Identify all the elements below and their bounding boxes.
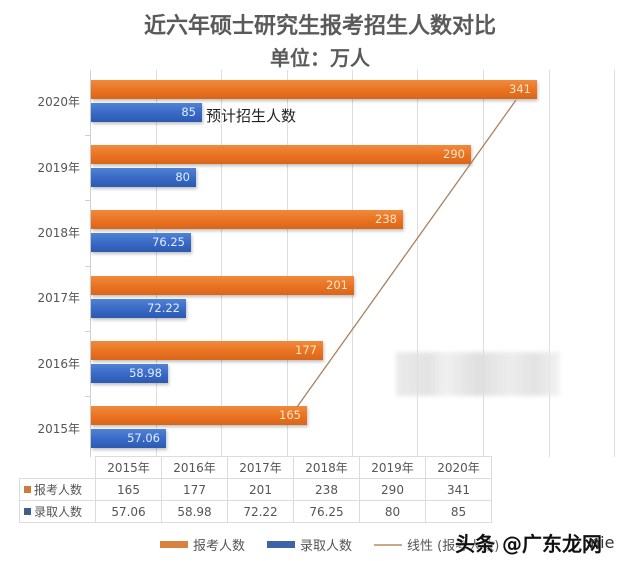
table-header: 2015年 [95, 456, 162, 479]
y-label: 2016年 [37, 357, 80, 371]
axis-tick [85, 396, 90, 397]
annotation-label: 预计招生人数 [206, 107, 297, 125]
axis-tick [85, 135, 90, 136]
bar-admit-2018: 76.25 [91, 233, 191, 252]
table-cell: 58.98 [161, 500, 228, 523]
axis-tick [85, 266, 90, 267]
gridline [156, 70, 157, 457]
gridline [483, 70, 484, 457]
gridline [417, 70, 418, 457]
bar-apply-2018: 238 [91, 210, 403, 229]
bar-apply-2020: 341 [91, 80, 537, 99]
table-header: 2020年 [425, 456, 492, 479]
table-cell: 165 [95, 478, 162, 501]
table-cell: 177 [161, 478, 228, 501]
table-cell: 201 [227, 478, 294, 501]
chart-legend: 报考人数 录取人数 线性 (报考人数) [160, 535, 521, 554]
table-header: 2016年 [161, 456, 228, 479]
row-label: 报考人数 [34, 483, 83, 497]
axis-tick [85, 331, 90, 332]
table-header: 2019年 [359, 456, 426, 479]
table-header: 2017年 [227, 456, 294, 479]
legend-item-trend: 线性 (报考人数) [374, 535, 499, 554]
table-cell: 85 [425, 500, 492, 523]
chart-title: 近六年硕士研究生报考招生人数对比 [143, 14, 496, 39]
table-cell: 238 [293, 478, 360, 501]
row-header: 录取人数 [19, 500, 96, 523]
bar-value: 85 [181, 105, 196, 119]
table-row: 报考人数 165 177 201 238 290 341 [19, 478, 492, 501]
blurred-region [396, 352, 560, 396]
table-cell: 76.25 [293, 500, 360, 523]
table-row: 录取人数 57.06 58.98 72.22 76.25 80 85 [19, 500, 492, 523]
bar-admit-2017: 72.22 [91, 299, 186, 318]
bar-apply-2016: 177 [91, 341, 323, 360]
y-axis [90, 70, 91, 457]
legend-key-orange [160, 541, 188, 548]
legend-swatch-orange [24, 486, 31, 493]
bar-admit-2020: 85 [91, 103, 202, 122]
gridline [614, 70, 615, 457]
y-label: 2015年 [37, 422, 80, 436]
table-cell: 290 [359, 478, 426, 501]
legend-label: 报考人数 [193, 539, 246, 554]
legend-item-admit: 录取人数 [267, 535, 352, 554]
table-cell: 57.06 [95, 500, 162, 523]
legend-key-blue [267, 541, 296, 548]
table-header: 2018年 [293, 456, 360, 479]
bar-value: 165 [279, 408, 301, 422]
bar-value: 58.98 [129, 366, 162, 380]
y-label: 2017年 [37, 291, 80, 305]
row-label: 录取人数 [34, 505, 83, 519]
watermark-tail: nie [590, 533, 615, 552]
bar-apply-2019: 290 [91, 145, 471, 164]
bar-admit-2019: 80 [91, 168, 196, 187]
bar-value: 57.06 [127, 431, 160, 445]
bar-value: 177 [295, 343, 317, 357]
bar-value: 341 [509, 82, 531, 96]
bar-admit-2016: 58.98 [91, 364, 168, 383]
table-corner [19, 456, 96, 479]
gridline [221, 70, 222, 457]
bar-value: 80 [175, 170, 190, 184]
legend-label: 线性 (报考人数) [407, 539, 500, 554]
y-label: 2020年 [37, 95, 80, 109]
axis-tick [85, 200, 90, 201]
legend-swatch-blue [24, 508, 31, 515]
y-label: 2018年 [37, 226, 80, 240]
legend-item-apply: 报考人数 [160, 535, 245, 554]
bar-value: 76.25 [152, 235, 185, 249]
bar-value: 72.22 [147, 301, 180, 315]
bar-value: 238 [375, 212, 397, 226]
gridline [549, 70, 550, 457]
table-cell: 72.22 [227, 500, 294, 523]
watermark: 头条 @广东龙网 [455, 532, 602, 556]
bar-apply-2017: 201 [91, 276, 354, 295]
legend-label: 录取人数 [300, 539, 353, 554]
bar-admit-2015: 57.06 [91, 429, 166, 448]
row-header: 报考人数 [19, 478, 96, 501]
bar-value: 201 [326, 278, 348, 292]
gridline [352, 70, 353, 457]
legend-key-line [374, 543, 403, 546]
y-label: 2019年 [37, 161, 80, 175]
data-table: 2015年 2016年 2017年 2018年 2019年 2020年 报考人数… [19, 456, 492, 523]
bar-apply-2015: 165 [91, 406, 307, 425]
table-cell: 80 [359, 500, 426, 523]
bar-value: 290 [443, 147, 465, 161]
gridline [287, 70, 288, 457]
table-cell: 341 [425, 478, 492, 501]
chart-subtitle: 单位：万人 [270, 46, 370, 70]
